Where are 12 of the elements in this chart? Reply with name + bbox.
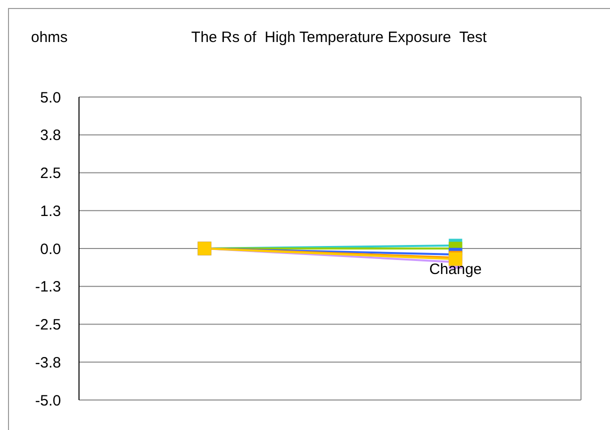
y-axis-title: ohms	[31, 29, 68, 46]
y-tick-label: 3.8	[40, 127, 61, 144]
y-tick-label: 1.3	[40, 202, 61, 220]
annotation: Change	[428, 261, 483, 278]
y-tick-label: -3.8	[35, 354, 61, 372]
y-tick-label: 2.5	[40, 165, 61, 182]
chart-title: The Rs of High Temperature Exposure Test	[190, 29, 488, 46]
y-tick-label: 5.0	[40, 89, 61, 106]
y-tick-label: -5.0	[35, 392, 61, 410]
y-tick-label: -2.5	[35, 316, 61, 334]
y-tick-label: -1.3	[35, 278, 61, 296]
y-tick-label: 0.0	[40, 240, 61, 258]
